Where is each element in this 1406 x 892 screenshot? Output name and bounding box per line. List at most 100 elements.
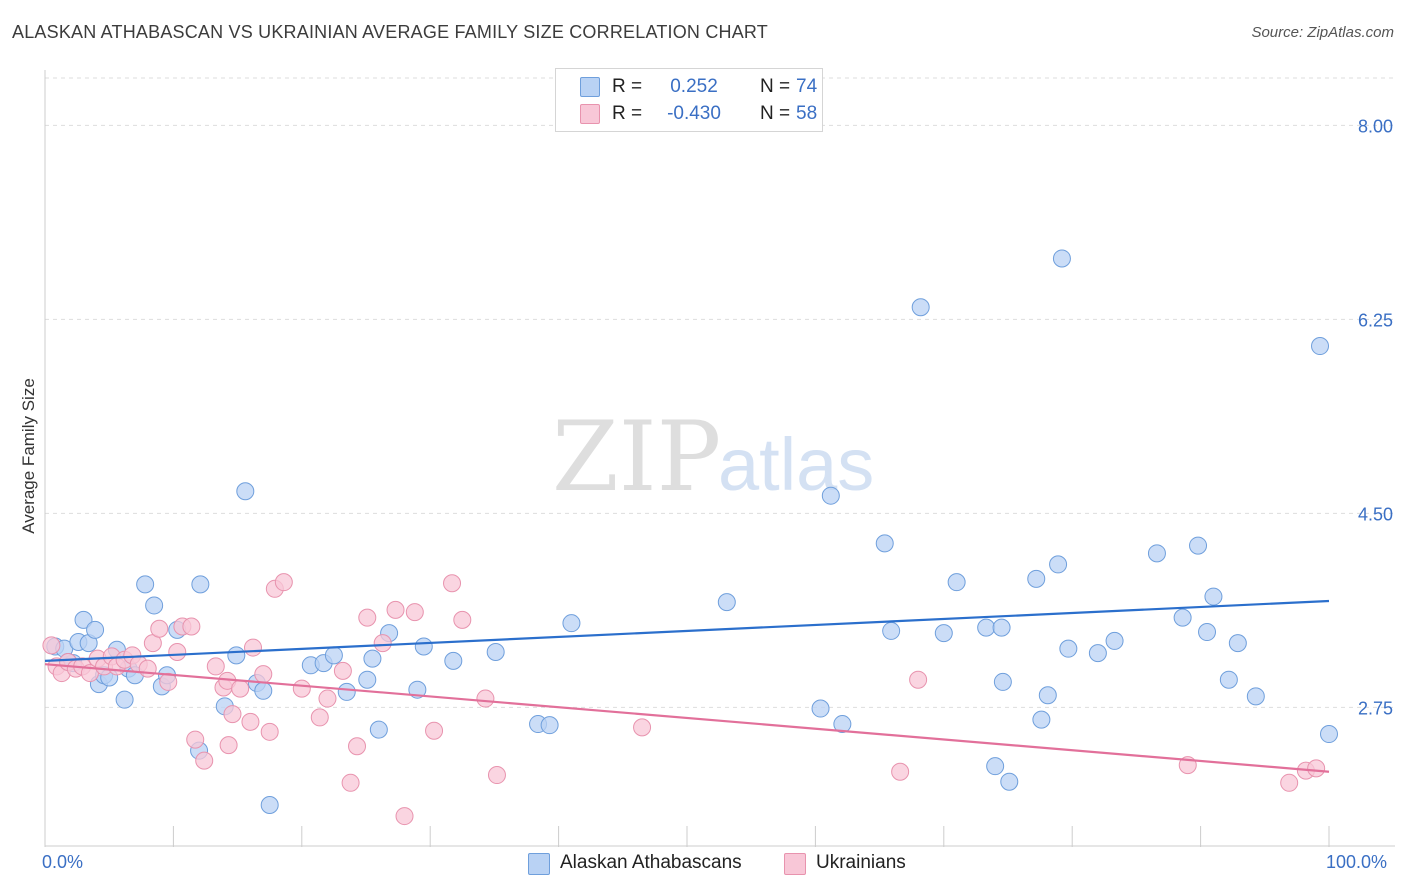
data-point	[947, 573, 966, 592]
data-point	[363, 649, 382, 668]
data-point	[145, 596, 164, 615]
series-ukrainians	[42, 573, 1326, 826]
data-point	[1088, 644, 1107, 663]
legend-r-label: R =	[612, 103, 643, 124]
data-point	[318, 689, 337, 708]
data-point	[254, 681, 273, 700]
data-point	[1246, 687, 1265, 706]
axes	[44, 70, 1395, 847]
data-point	[219, 736, 238, 755]
data-point	[1027, 569, 1046, 588]
data-point	[1105, 631, 1124, 650]
data-point	[1038, 686, 1057, 705]
data-point	[150, 619, 169, 638]
data-point	[1052, 249, 1071, 268]
y-tick-label: 8.00	[1358, 116, 1393, 136]
y-tick-labels: 2.75 4.50 6.25 8.00	[1358, 116, 1393, 718]
data-point	[476, 689, 495, 708]
data-point	[274, 573, 293, 592]
data-point	[395, 807, 414, 826]
data-point	[1032, 710, 1051, 729]
data-point	[206, 657, 225, 676]
data-point	[1204, 587, 1223, 606]
legend-r-label: R =	[612, 76, 643, 97]
data-point	[875, 534, 894, 553]
x-tick-label-end: 100.0%	[1326, 852, 1388, 872]
data-point	[138, 659, 157, 678]
data-point	[891, 762, 910, 781]
data-point	[227, 646, 246, 665]
data-point	[540, 716, 559, 735]
data-point	[1228, 634, 1247, 653]
data-point	[487, 766, 506, 785]
data-point	[405, 603, 424, 622]
data-point	[833, 715, 852, 734]
data-point	[333, 661, 352, 680]
legend-n-value: 58	[796, 103, 818, 124]
data-point	[310, 708, 329, 727]
data-point	[1311, 337, 1330, 356]
data-point	[369, 720, 388, 739]
data-point	[986, 757, 1005, 776]
y-tick-label: 6.25	[1358, 310, 1393, 330]
data-point	[414, 637, 433, 656]
y-tick-label: 2.75	[1358, 698, 1393, 718]
data-point	[1219, 670, 1238, 689]
data-point	[337, 682, 356, 701]
data-point	[443, 574, 462, 593]
data-point	[373, 634, 392, 653]
data-point	[341, 773, 360, 792]
data-point	[562, 614, 581, 633]
legend-swatch-blue	[580, 77, 600, 97]
legend-swatch-blue	[528, 853, 550, 875]
legend-swatch-pink	[580, 104, 600, 124]
legend-r-value: 0.252	[670, 76, 718, 97]
data-point	[717, 593, 736, 612]
legend-n-label: N =	[760, 76, 791, 97]
y-axis-label: Average Family Size	[19, 378, 38, 534]
data-point	[115, 690, 134, 709]
data-point	[386, 600, 405, 619]
data-point	[182, 617, 201, 636]
data-point	[1173, 608, 1192, 627]
data-point	[425, 721, 444, 740]
source-credit: Source: ZipAtlas.com	[1251, 24, 1394, 41]
watermark-zip: ZIP	[552, 401, 721, 513]
grid-lines	[45, 77, 1395, 708]
data-point	[934, 624, 953, 643]
watermark-atlas: atlas	[718, 423, 874, 506]
chart-title: ALASKAN ATHABASCAN VS UKRAINIAN AVERAGE …	[12, 22, 768, 42]
data-point	[486, 643, 505, 661]
data-point	[993, 672, 1012, 691]
data-point	[86, 620, 105, 639]
data-point	[811, 699, 830, 718]
data-point	[1000, 772, 1019, 791]
data-point	[292, 679, 311, 698]
data-point	[74, 610, 93, 629]
data-point	[358, 670, 377, 689]
data-point	[236, 482, 255, 501]
data-point	[1320, 725, 1338, 744]
data-point	[42, 636, 61, 655]
legend-n-value: 74	[796, 76, 818, 97]
data-point	[244, 638, 263, 657]
data-point	[1198, 623, 1217, 642]
legend-label: Alaskan Athabascans	[560, 852, 742, 873]
trend-lines	[44, 599, 1330, 773]
legend-n-label: N =	[760, 103, 791, 124]
data-point	[260, 722, 279, 741]
data-point	[358, 608, 377, 627]
x-tick-label-start: 0.0%	[42, 852, 84, 872]
data-point	[254, 665, 273, 684]
data-point	[324, 646, 343, 665]
data-point	[821, 486, 840, 505]
data-point	[1147, 544, 1166, 563]
data-point	[977, 618, 996, 637]
trend-line-athabascans	[44, 599, 1330, 662]
data-point	[909, 670, 928, 689]
data-point	[453, 610, 472, 629]
data-point	[882, 621, 901, 640]
data-point	[348, 737, 367, 756]
data-point	[911, 298, 930, 317]
